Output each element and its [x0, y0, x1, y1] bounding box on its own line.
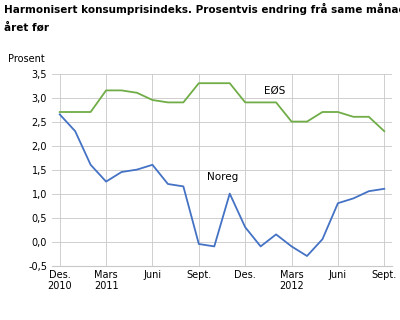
Text: Noreg: Noreg: [206, 172, 238, 182]
Text: Harmonisert konsumprisindeks. Prosentvis endring frå same månad: Harmonisert konsumprisindeks. Prosentvis…: [4, 3, 400, 15]
Text: Prosent: Prosent: [8, 54, 44, 64]
Text: EØS: EØS: [264, 86, 285, 96]
Text: året før: året før: [4, 22, 49, 33]
